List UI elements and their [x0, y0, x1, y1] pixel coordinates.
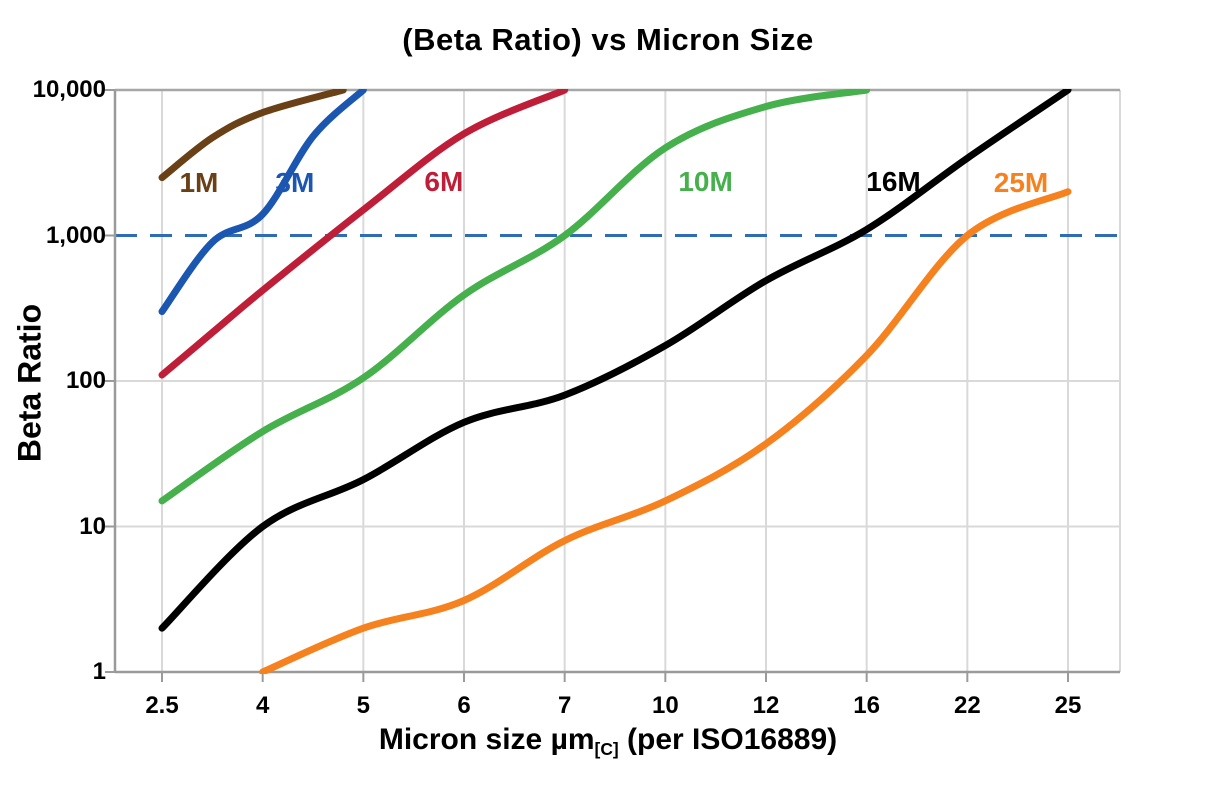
series-line-16M [158, 89, 1072, 632]
x-tick-label-22: 22 [953, 692, 981, 719]
series-label-16M: 16M [866, 165, 921, 197]
x-tick-label-2.5: 2.5 [145, 692, 179, 719]
x-tick-label-4: 4 [255, 692, 270, 719]
x-axis-title: Micron size µm[C] (per ISO16889) [0, 723, 1216, 760]
y-tick-label-1,000: 1,000 [45, 221, 106, 249]
x-tick-label-10: 10 [651, 692, 679, 719]
series-label-10M: 10M [678, 166, 733, 198]
series-label-25M: 25M [993, 166, 1049, 198]
x-tick-label-6: 6 [457, 692, 471, 719]
chart-title: (Beta Ratio) vs Micron Size [402, 22, 814, 57]
series-label-1M: 1M [179, 166, 219, 198]
x-tick-label-5: 5 [356, 692, 371, 719]
series-label-3M: 3M [275, 166, 315, 198]
y-tick-label-10,000: 10,000 [32, 76, 106, 103]
series-line-1M [158, 89, 347, 182]
x-axis-title-subscript: [C] [594, 739, 619, 760]
y-tick-label-1: 1 [92, 658, 106, 685]
series-label-6M: 6M [424, 166, 464, 198]
series-line-10M [158, 89, 871, 505]
x-tick-label-25: 25 [1054, 692, 1082, 719]
series-line-3M [158, 89, 367, 316]
series-line-6M [158, 89, 569, 379]
y-tick-label-100: 100 [65, 367, 106, 394]
series-line-25M [259, 188, 1072, 674]
x-axis-title-rest: (per ISO16889) [618, 723, 838, 756]
x-tick-label-16: 16 [853, 692, 881, 719]
y-tick-label-10: 10 [79, 512, 106, 540]
x-axis-title-main: Micron size µm [378, 723, 595, 756]
x-tick-label-7: 7 [557, 692, 572, 719]
x-tick-label-12: 12 [752, 692, 780, 719]
